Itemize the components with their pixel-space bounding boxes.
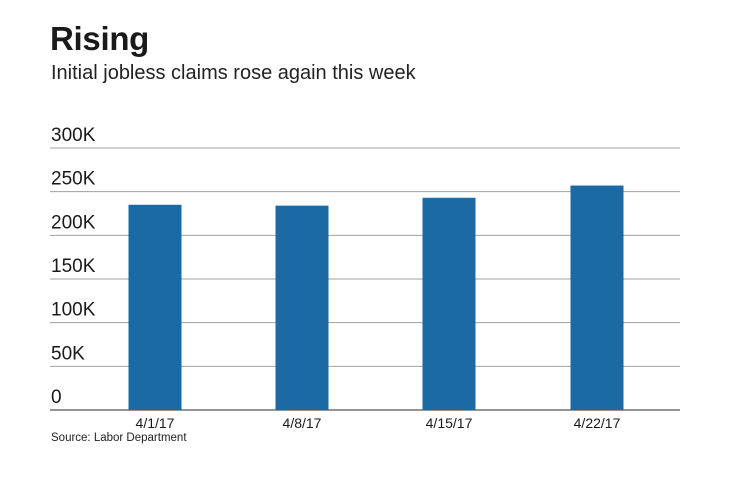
y-tick-label: 300K [51,125,96,146]
bar [275,205,329,410]
x-tick-label: 4/22/17 [574,415,621,431]
x-tick-label: 4/15/17 [426,415,473,431]
bar [570,185,624,410]
bars [128,185,624,410]
y-tick-label: 100K [51,300,96,321]
y-axis-labels: 0 50K 100K 150K 200K 250K 300K [51,125,96,408]
x-tick-label: 4/8/17 [283,415,322,431]
source-note: Source: Labor Department [51,432,187,444]
y-tick-label: 150K [51,256,96,277]
y-tick-label: 250K [51,169,96,190]
bar [422,197,476,410]
y-tick-label: 0 [51,387,62,408]
y-tick-label: 50K [51,343,85,364]
y-tick-label: 200K [51,212,96,233]
bar [128,204,182,410]
chart-title: Rising [50,20,150,57]
chart-subtitle: Initial jobless claims rose again this w… [51,62,416,84]
x-axis-labels: 4/1/17 4/8/17 4/15/17 4/22/17 [136,415,621,431]
x-tick-label: 4/1/17 [136,415,175,431]
